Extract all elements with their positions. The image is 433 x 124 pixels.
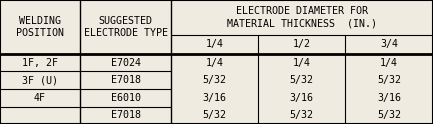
Text: WELDING
POSITION: WELDING POSITION <box>16 16 64 38</box>
Text: 1F, 2F: 1F, 2F <box>22 58 58 68</box>
Text: E7024: E7024 <box>110 58 141 68</box>
Text: 3F (U): 3F (U) <box>22 75 58 85</box>
Text: E7018: E7018 <box>110 75 141 85</box>
Text: 1/4: 1/4 <box>292 58 310 68</box>
Text: 3/16: 3/16 <box>377 93 401 103</box>
Text: 5/32: 5/32 <box>202 75 226 85</box>
Text: 5/32: 5/32 <box>377 75 401 85</box>
Text: E7018: E7018 <box>110 110 141 120</box>
Text: 3/16: 3/16 <box>289 93 313 103</box>
Text: 1/4: 1/4 <box>205 39 223 49</box>
Text: 5/32: 5/32 <box>289 110 313 120</box>
Text: 1/2: 1/2 <box>292 39 310 49</box>
Text: SUGGESTED
ELECTRODE TYPE: SUGGESTED ELECTRODE TYPE <box>84 16 168 38</box>
Text: 3/16: 3/16 <box>202 93 226 103</box>
Text: 5/32: 5/32 <box>289 75 313 85</box>
Text: E6010: E6010 <box>110 93 141 103</box>
Text: 1/4: 1/4 <box>205 58 223 68</box>
Text: 4F: 4F <box>34 93 46 103</box>
Text: 5/32: 5/32 <box>377 110 401 120</box>
Text: 5/32: 5/32 <box>202 110 226 120</box>
Text: ELECTRODE DIAMETER FOR
MATERIAL THICKNESS  (IN.): ELECTRODE DIAMETER FOR MATERIAL THICKNES… <box>227 6 377 29</box>
Text: 3/4: 3/4 <box>380 39 398 49</box>
Text: 1/4: 1/4 <box>380 58 398 68</box>
